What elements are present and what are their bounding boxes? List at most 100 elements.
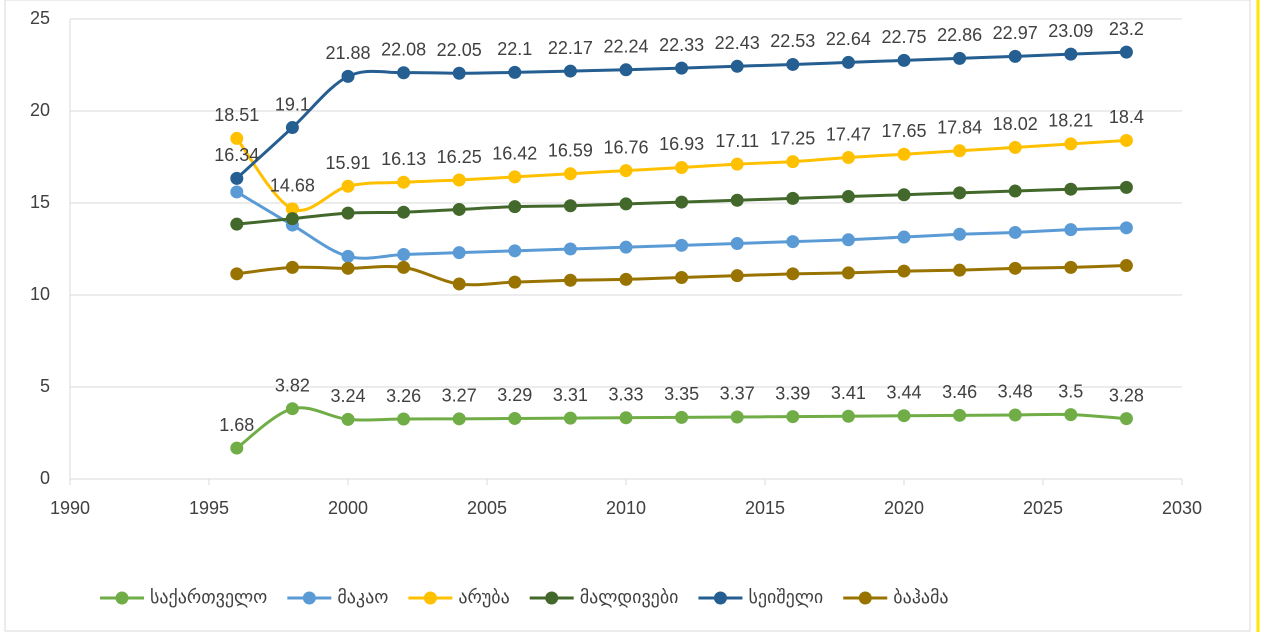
data-label: 1.68 [219, 415, 254, 435]
data-label: 19.1 [275, 94, 310, 114]
data-label: 23.2 [1109, 19, 1144, 39]
marker [897, 147, 911, 161]
data-label: 22.1 [497, 39, 532, 59]
marker [508, 275, 522, 289]
labels: 1.68 3.82 3.24 3.26 3.27 3.29 3.31 3.33 3.35 3.37… [214, 19, 1144, 435]
x-tick-label: 2020 [884, 498, 924, 518]
x-tick-label: 1995 [189, 498, 229, 518]
marker [563, 411, 577, 425]
marker [786, 57, 800, 71]
data-label: 3.44 [886, 382, 921, 402]
marker [675, 195, 689, 209]
marker [953, 144, 967, 158]
data-label: 15.91 [325, 153, 370, 173]
marker [285, 402, 299, 416]
marker [341, 261, 355, 275]
data-label: 22.97 [993, 23, 1038, 43]
y-tick-label: 15 [30, 192, 50, 212]
y-tick-label: 10 [30, 284, 50, 304]
data-label: 3.24 [330, 386, 365, 406]
marker [1064, 47, 1078, 61]
data-label: 3.82 [275, 375, 310, 395]
x-tick-label: 2005 [467, 498, 507, 518]
data-label: 18.21 [1048, 111, 1093, 131]
data-label: 22.64 [826, 29, 871, 49]
x-tick-label: 1990 [50, 498, 90, 518]
data-label: 22.17 [548, 38, 593, 58]
marker [341, 206, 355, 220]
y-tick-label: 0 [40, 468, 50, 488]
marker [1008, 261, 1022, 275]
marker [508, 65, 522, 79]
marker [563, 273, 577, 287]
marker [841, 409, 855, 423]
marker [619, 272, 633, 286]
marker [1064, 408, 1078, 422]
data-label: 22.43 [715, 33, 760, 53]
data-label: 16.25 [437, 147, 482, 167]
data-label: 16.59 [548, 140, 593, 160]
marker [285, 202, 299, 216]
data-label: 3.41 [831, 383, 866, 403]
data-label: 3.48 [998, 382, 1033, 402]
marker [230, 217, 244, 231]
x-tick-label: 2000 [328, 498, 368, 518]
marker [1064, 182, 1078, 196]
marker [508, 244, 522, 258]
data-label: 21.88 [325, 43, 370, 63]
marker [619, 240, 633, 254]
marker [1119, 133, 1133, 147]
data-label: 22.33 [659, 35, 704, 55]
data-label: 3.27 [442, 386, 477, 406]
legend-label: სეიშელი [748, 587, 823, 607]
marker [953, 186, 967, 200]
data-label: 22.86 [937, 25, 982, 45]
marker [1064, 137, 1078, 151]
data-label: 16.42 [492, 144, 537, 164]
marker [730, 410, 744, 424]
marker [841, 190, 855, 204]
data-label: 17.11 [715, 131, 759, 151]
data-label: 22.53 [770, 31, 815, 51]
marker [230, 267, 244, 281]
marker [397, 66, 411, 80]
y-tick-label: 5 [40, 376, 50, 396]
marker [452, 277, 466, 291]
chart-border [4, 0, 1251, 632]
marker [1008, 408, 1022, 422]
data-label: 22.08 [381, 39, 426, 59]
legend-marker [423, 591, 437, 605]
legend-marker [115, 591, 129, 605]
marker [897, 188, 911, 202]
marker [341, 412, 355, 426]
marker [452, 173, 466, 187]
marker [786, 267, 800, 281]
marker [508, 170, 522, 184]
marker [563, 167, 577, 181]
marker [563, 242, 577, 256]
marker [786, 235, 800, 249]
marker [397, 260, 411, 274]
marker [452, 246, 466, 260]
data-label: 17.65 [881, 121, 926, 141]
marker [841, 233, 855, 247]
marker [341, 69, 355, 83]
x-tick-label: 2030 [1162, 498, 1202, 518]
legend-label: არუბა [458, 587, 509, 607]
data-label: 17.47 [826, 124, 871, 144]
legend-label: მაკაო [337, 587, 388, 607]
marker [675, 160, 689, 174]
marker [452, 202, 466, 216]
marker [1119, 412, 1133, 426]
data-label: 16.13 [381, 149, 426, 169]
marker [619, 411, 633, 425]
marker [730, 236, 744, 250]
data-label: 14.68 [270, 176, 315, 196]
marker [675, 410, 689, 424]
marker [1008, 49, 1022, 63]
marker [786, 410, 800, 424]
marker [1119, 180, 1133, 194]
marker [1008, 184, 1022, 198]
marker [675, 271, 689, 285]
